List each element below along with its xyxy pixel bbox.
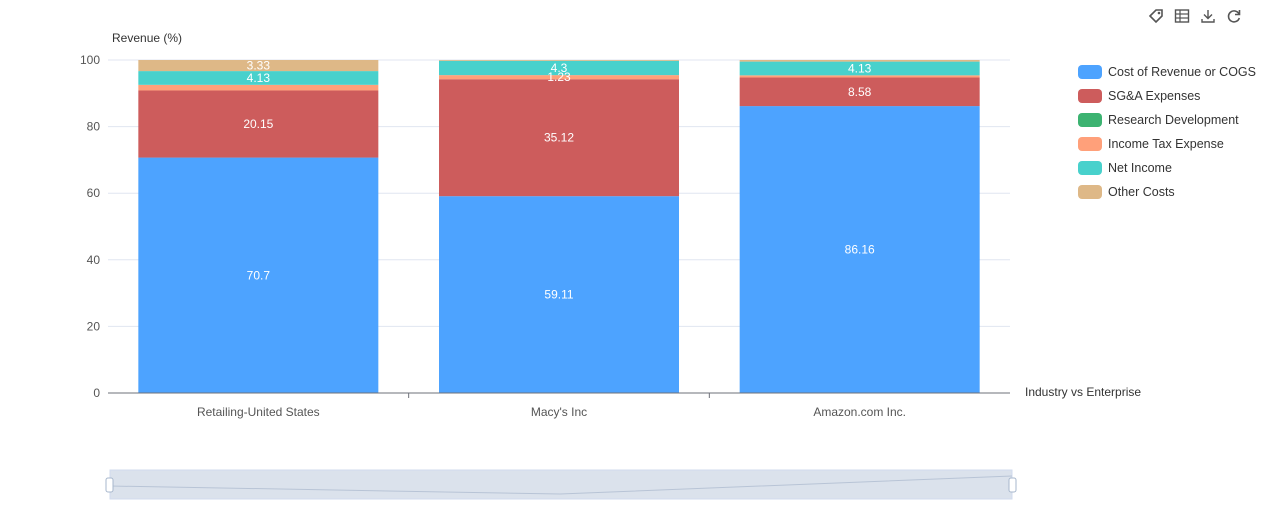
- bar-segment[interactable]: [138, 90, 379, 158]
- bar-value-label: 35.12: [544, 131, 574, 145]
- data-zoom-handle-left[interactable]: [105, 477, 114, 493]
- bar-segment[interactable]: [439, 75, 679, 80]
- legend-item[interactable]: Net Income: [1078, 156, 1256, 180]
- bar-segment[interactable]: [739, 106, 980, 394]
- bar-value-label: 4.13: [848, 61, 872, 75]
- legend-swatch: [1078, 137, 1102, 151]
- bar-value-label: 20.15: [243, 117, 273, 131]
- bar-segment[interactable]: [138, 60, 379, 72]
- y-tick-label: 100: [80, 53, 100, 67]
- bar-labels: 70.720.154.133.3359.1135.121.234.386.168…: [243, 59, 875, 302]
- legend-swatch: [1078, 65, 1102, 79]
- bar-segment[interactable]: [739, 61, 980, 76]
- bar-value-label: 4.3: [551, 61, 568, 75]
- bar-segment[interactable]: [739, 60, 980, 62]
- data-zoom-slider[interactable]: [105, 469, 1017, 500]
- data-zoom-preview-line: [109, 475, 1013, 495]
- legend-label: Income Tax Expense: [1108, 137, 1224, 151]
- legend-label: SG&A Expenses: [1108, 89, 1201, 103]
- bar-segment[interactable]: [439, 79, 679, 197]
- y-tick-label: 40: [87, 253, 101, 267]
- bar-value-label: 59.11: [544, 288, 573, 302]
- chart-legend: Cost of Revenue or COGS SG&A Expenses Rese…: [1078, 60, 1256, 204]
- legend-label: Other Costs: [1108, 185, 1175, 199]
- data-zoom-handle-right[interactable]: [1008, 477, 1017, 493]
- axes: Revenue (%) Industry vs Enterprise: [108, 31, 1141, 399]
- bar-value-label: 4.13: [247, 71, 271, 85]
- data-zoom-track[interactable]: [109, 469, 1013, 500]
- legend-swatch: [1078, 185, 1102, 199]
- bar-segment[interactable]: [439, 60, 679, 61]
- bar-segment[interactable]: [739, 75, 980, 78]
- download-icon[interactable]: [1198, 6, 1218, 26]
- data-view-icon[interactable]: [1172, 6, 1192, 26]
- legend-swatch: [1078, 113, 1102, 127]
- bar-segment[interactable]: [138, 84, 379, 91]
- x-tick-label: Macy's Inc: [531, 405, 587, 419]
- bar-value-label: 86.16: [845, 243, 875, 257]
- x-axis-title: Industry vs Enterprise: [1025, 385, 1141, 399]
- bar-segment[interactable]: [138, 71, 379, 85]
- x-tick-label: Retailing-United States: [197, 405, 320, 419]
- legend-item[interactable]: SG&A Expenses: [1078, 84, 1256, 108]
- y-tick-label: 0: [93, 386, 100, 400]
- bar-segment[interactable]: [439, 196, 679, 393]
- legend-label: Cost of Revenue or COGS: [1108, 65, 1256, 79]
- legend-label: Research Development: [1108, 113, 1239, 127]
- y-axis-ticks: 0 20 40 60 80 100: [80, 53, 100, 400]
- bars: [138, 60, 980, 394]
- bar-value-label: 1.23: [547, 70, 571, 84]
- legend-swatch: [1078, 161, 1102, 175]
- legend-item[interactable]: Cost of Revenue or COGS: [1078, 60, 1256, 84]
- legend-label: Net Income: [1108, 161, 1172, 175]
- bar-segment[interactable]: [739, 77, 980, 107]
- bar-segment[interactable]: [439, 60, 679, 76]
- y-tick-label: 60: [87, 186, 101, 200]
- bar-segment[interactable]: [138, 157, 379, 393]
- legend-item[interactable]: Income Tax Expense: [1078, 132, 1256, 156]
- x-axis-ticks: Retailing-United States Macy's Inc Amazon.…: [197, 393, 906, 419]
- x-tick-label: Amazon.com Inc.: [813, 405, 906, 419]
- bar-value-label: 3.33: [247, 59, 271, 73]
- refresh-icon[interactable]: [1224, 6, 1244, 26]
- y-axis-title: Revenue (%): [112, 31, 182, 45]
- y-tick-label: 80: [87, 120, 101, 134]
- bar-value-label: 70.7: [247, 268, 271, 282]
- bar-value-label: 8.58: [848, 85, 872, 99]
- legend-swatch: [1078, 89, 1102, 103]
- y-tick-label: 20: [87, 319, 101, 333]
- toolbox: [1146, 6, 1244, 26]
- tag-icon[interactable]: [1146, 6, 1166, 26]
- legend-item[interactable]: Other Costs: [1078, 180, 1256, 204]
- legend-item[interactable]: Research Development: [1078, 108, 1256, 132]
